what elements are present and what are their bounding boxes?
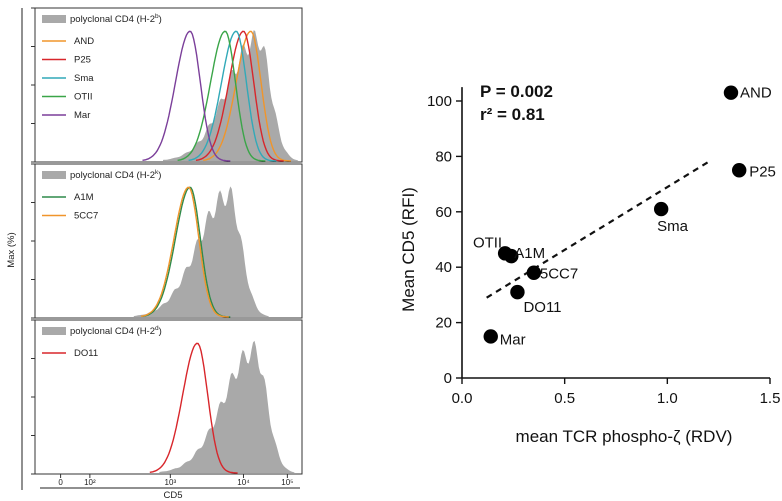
- scatter-x-tick-label: 1.0: [657, 390, 678, 407]
- legend-label-mar: Mar: [74, 110, 90, 121]
- p-value-annotation: P = 0.002: [480, 82, 553, 101]
- scatter-y-tick-label: 80: [435, 148, 452, 165]
- scatter-x-tick-label: 0.0: [452, 390, 473, 407]
- scatter-point-and: [724, 85, 738, 99]
- legend-label-polyclonal: polyclonal CD4 (H-2d): [70, 325, 162, 337]
- scatter-point-sma: [654, 202, 668, 216]
- histogram-x-tick-label: 10²: [84, 478, 96, 487]
- legend-label-do11: DO11: [74, 348, 98, 359]
- scatter-x-axis-label: mean TCR phospho-ζ (RDV): [516, 427, 733, 446]
- scatter-point-label-p25: P25: [749, 163, 776, 180]
- histogram-polyclonal-fill: [159, 341, 294, 473]
- scatter-y-tick-label: 100: [427, 93, 452, 110]
- scatter-y-tick-label: 40: [435, 259, 452, 276]
- legend-label-p25: P25: [74, 55, 91, 66]
- scatter-y-axis-label: Mean CD5 (RFI): [399, 187, 418, 312]
- histogram-x-tick-label: 10⁵: [281, 478, 293, 487]
- legend-label-a1m: A1M: [74, 192, 94, 203]
- legend-label-sma: Sma: [74, 73, 94, 84]
- histogram-y-axis-label: Max (%): [6, 232, 17, 267]
- scatter-y-tick-label: 20: [435, 315, 452, 332]
- histogram-panels: polyclonal CD4 (H-2b)ANDP25SmaOTIIMarpol…: [31, 8, 302, 487]
- histogram-x-tick-label: 0: [58, 478, 63, 487]
- histogram-x-tick-label: 10⁴: [237, 478, 250, 487]
- scatter-y-ticks: 0 20 40 60 80 100: [427, 93, 462, 387]
- histogram-panel-frame: [35, 164, 302, 318]
- scatter-point-label-a1m: A1M: [514, 245, 545, 262]
- histogram-panel-2: polyclonal CD4 (H-2k) A1M 5CC7: [31, 164, 302, 318]
- legend-label-end: ): [158, 170, 161, 181]
- legend-label-end: ): [159, 14, 162, 25]
- histogram-x-axis-label: CD5: [163, 490, 182, 501]
- legend-swatch-polyclonal: [42, 15, 66, 23]
- scatter-y-tick-label: 0: [444, 370, 452, 387]
- legend-label-and: AND: [74, 36, 94, 47]
- legend-label-end: ): [159, 326, 162, 337]
- r-squared-annotation: r² = 0.81: [480, 105, 545, 124]
- scatter-point-label-mar: Mar: [500, 331, 526, 348]
- scatter-point-do11: [510, 285, 524, 299]
- legend-label-polyclonal: polyclonal CD4 (H-2k): [70, 169, 161, 181]
- histogram-x-tick-label: 10³: [165, 478, 177, 487]
- legend-label-5cc7: 5CC7: [74, 211, 98, 222]
- scatter-point-label-do11: DO11: [523, 299, 561, 316]
- legend-label-polyclonal: polyclonal CD4 (H-2b): [70, 13, 162, 25]
- scatter-point-p25: [732, 163, 746, 177]
- scatter-point-label-5cc7: 5CC7: [540, 266, 578, 283]
- histogram-panel-1: polyclonal CD4 (H-2b) AND P25 Sma OTII Mar: [31, 8, 302, 162]
- scatter-x-ticks: 0.0 0.5 1.0 1.5: [452, 378, 781, 407]
- scatter-points: AND P25 Sma OTII A1M 5CC7 DO11 Mar: [473, 85, 776, 349]
- scatter-point-label-otii: OTII: [473, 234, 502, 251]
- scatter-point-mar: [484, 329, 498, 343]
- legend-swatch-polyclonal: [42, 327, 66, 335]
- scatter-y-tick-label: 60: [435, 204, 452, 221]
- scatter-point-label-and: AND: [740, 85, 772, 102]
- scatter-point-label-sma: Sma: [657, 218, 689, 235]
- histogram-panel-3: polyclonal CD4 (H-2d) DO11: [31, 320, 302, 474]
- legend-label-otii: OTII: [74, 92, 92, 103]
- legend-swatch-polyclonal: [42, 171, 66, 179]
- scatter-x-tick-label: 1.5: [760, 390, 781, 407]
- scatter-x-tick-label: 0.5: [554, 390, 575, 407]
